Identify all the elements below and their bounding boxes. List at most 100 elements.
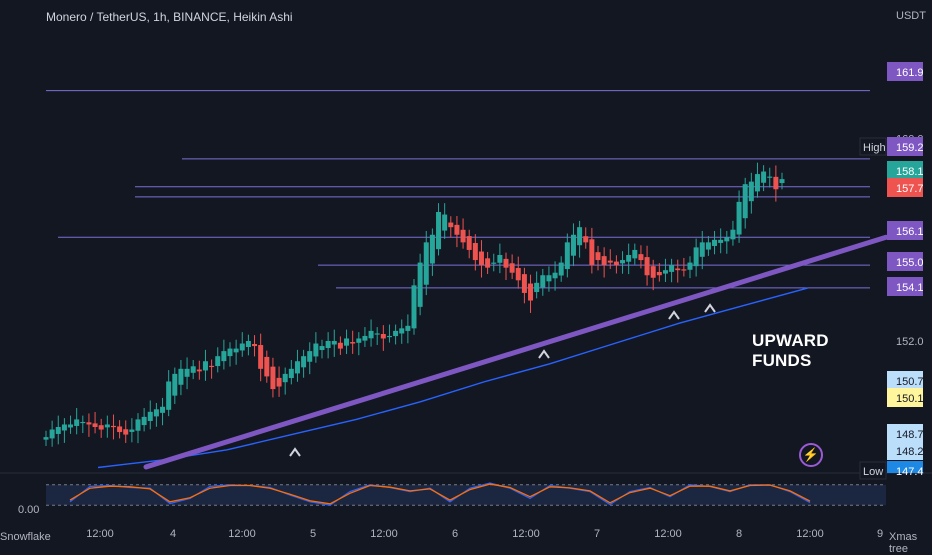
annotation-line-2: FUNDS	[752, 351, 812, 370]
candle-body	[227, 348, 233, 357]
candle-body	[754, 174, 760, 192]
candle-body	[429, 234, 435, 264]
candle-body	[650, 266, 656, 278]
candle-body	[546, 275, 552, 282]
candle-body	[129, 429, 135, 432]
marker-bg	[859, 461, 887, 480]
candle-body	[454, 224, 460, 235]
candle-body	[196, 369, 202, 372]
candle-body	[153, 409, 159, 417]
candle-body	[699, 242, 705, 257]
candle-body	[190, 366, 196, 373]
candle-body	[761, 171, 767, 183]
candle-body	[607, 260, 613, 263]
candle-body	[478, 251, 484, 266]
marker-label: High	[863, 142, 886, 154]
candle-body	[270, 366, 276, 390]
candle-body	[172, 373, 178, 396]
candle-body	[239, 343, 245, 351]
candle-body	[288, 368, 294, 379]
candle-body	[141, 416, 147, 426]
lightning-bolt-icon[interactable]: ⚡	[799, 443, 823, 467]
candle-body	[386, 335, 392, 338]
candle-body	[613, 261, 619, 266]
candle-body	[736, 201, 742, 235]
candle-body	[521, 274, 527, 293]
candle-body	[245, 341, 251, 348]
candle-body	[466, 236, 472, 250]
candle-body	[515, 267, 521, 281]
moving-average-line	[97, 287, 809, 469]
candle-body	[393, 330, 399, 337]
candle-body	[117, 426, 123, 433]
candle-body	[705, 242, 711, 250]
candle-body	[147, 411, 153, 421]
candle-body	[252, 344, 258, 347]
time-tick: 12:00	[654, 528, 682, 540]
price-label: 158.1	[896, 166, 924, 178]
candle-body	[282, 373, 288, 383]
candle-body	[595, 252, 601, 261]
chevron-up-icon	[538, 349, 550, 359]
candle-body	[276, 377, 282, 387]
trendline[interactable]	[143, 234, 889, 470]
candle-body	[436, 212, 442, 250]
candle-body	[80, 421, 86, 424]
candle-body	[49, 429, 55, 439]
price-label-bg	[887, 424, 923, 443]
candle-body	[528, 283, 534, 301]
up-markers	[289, 303, 716, 457]
annotation-line-1: UPWARD	[752, 331, 829, 350]
candle-body	[497, 255, 503, 263]
price-label: 148.7	[896, 429, 924, 441]
candle-body	[86, 422, 92, 425]
candle-body	[748, 181, 754, 202]
candle-body	[307, 351, 313, 362]
time-tick: 9	[877, 528, 883, 540]
price-label-bg	[887, 62, 923, 81]
candle-body	[564, 242, 570, 270]
candle-body	[264, 356, 270, 377]
candle-body	[123, 429, 129, 435]
candles	[43, 162, 785, 447]
time-tick: 8	[736, 528, 742, 540]
price-label-bg	[887, 371, 923, 390]
footer-left-label: Snowflake	[0, 531, 51, 543]
oscillator-slow-line	[69, 483, 811, 505]
candle-body	[221, 351, 227, 362]
candle-body	[319, 346, 325, 350]
time-tick: 7	[594, 528, 600, 540]
candle-body	[313, 343, 319, 357]
footer-right-label: Xmas tree	[889, 531, 918, 555]
candle-body	[294, 361, 300, 374]
candle-body	[68, 424, 74, 428]
time-tick: 12:00	[512, 528, 540, 540]
candle-body	[718, 239, 724, 243]
candle-body	[356, 338, 362, 343]
candle-body	[662, 270, 668, 274]
candle-body	[583, 236, 589, 243]
candle-body	[724, 237, 730, 242]
candle-body	[166, 381, 172, 410]
price-label: 147.4	[896, 466, 924, 478]
candle-body	[638, 254, 644, 261]
candle-body	[669, 265, 675, 272]
candle-body	[442, 214, 448, 231]
candle-body	[779, 179, 785, 184]
candle-body	[350, 342, 356, 344]
candle-body	[693, 247, 699, 267]
candle-body	[570, 234, 576, 256]
candle-body	[577, 227, 583, 246]
candle-body	[380, 333, 386, 339]
time-axis: 12:00 4 12:00 5 12:00 6 12:00 7 12:00 8 12:00 9	[86, 528, 883, 540]
price-label-bg	[887, 161, 923, 180]
candle-body	[491, 262, 497, 264]
candle-body	[399, 328, 405, 334]
price-label: 148.2	[896, 446, 924, 458]
price-label-bg	[887, 137, 923, 156]
candle-body	[472, 243, 478, 261]
candle-body	[644, 257, 650, 276]
price-label: 150.7	[896, 376, 924, 388]
time-tick: 12:00	[228, 528, 256, 540]
